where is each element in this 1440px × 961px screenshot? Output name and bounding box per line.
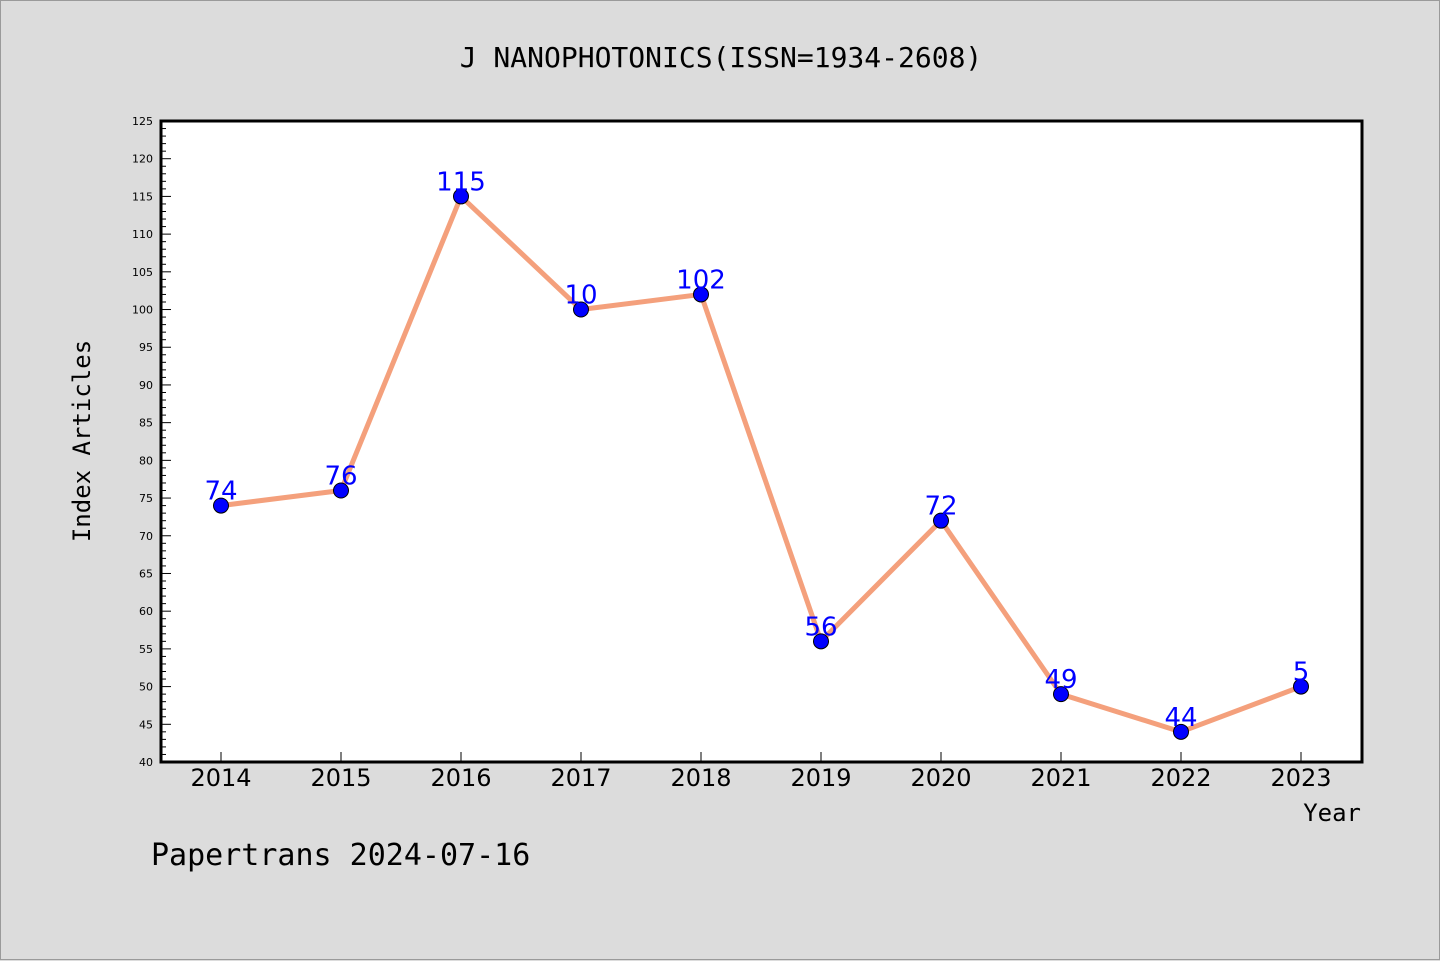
y-tick-label: 90 xyxy=(139,379,153,392)
footer-text: Papertrans 2024-07-16 xyxy=(151,838,530,873)
data-point xyxy=(1173,723,1189,740)
y-tick-label: 125 xyxy=(132,115,153,128)
y-tick-label: 70 xyxy=(139,530,153,543)
series-line-group xyxy=(220,193,1302,735)
y-tick-label: 85 xyxy=(139,417,153,430)
data-label: 56 xyxy=(804,612,837,642)
y-tick-label: 95 xyxy=(139,341,153,354)
data-label: 102 xyxy=(676,265,726,295)
data-point xyxy=(213,497,229,514)
data-point xyxy=(1293,678,1309,695)
x-tick-label: 2018 xyxy=(670,764,731,792)
x-tick-label: 2014 xyxy=(190,764,251,792)
x-tick-label: 2019 xyxy=(790,764,851,792)
y-tick-label: 45 xyxy=(139,718,153,731)
data-label: 72 xyxy=(924,492,957,522)
data-point xyxy=(1053,686,1069,703)
data-label: 10 xyxy=(564,281,597,311)
data-label: 5 xyxy=(1293,658,1310,688)
data-label: 44 xyxy=(1164,703,1197,733)
y-tick-label: 105 xyxy=(132,266,153,279)
y-tick-label: 55 xyxy=(139,643,153,656)
x-axis: 2014 2015 2016 2017 2018 2019 2020 2021 2022 2023 xyxy=(190,752,1332,792)
y-tick-label: 60 xyxy=(139,605,153,618)
y-axis: 40 45 50 55 60 65 70 75 80 85 90 95 100 105 110 115 120 1… xyxy=(132,115,171,769)
plot-area xyxy=(159,119,1364,764)
y-axis-title: Index Articles xyxy=(68,340,96,542)
x-tick-label: 2021 xyxy=(1030,764,1091,792)
data-label: 115 xyxy=(436,167,486,197)
y-tick-label: 80 xyxy=(139,454,153,467)
y-tick-label: 110 xyxy=(132,228,153,241)
x-tick-label: 2015 xyxy=(310,764,371,792)
y-tick-label: 65 xyxy=(139,567,153,580)
x-tick-label: 2020 xyxy=(910,764,971,792)
data-point xyxy=(333,482,349,499)
chart-title: J NANOPHOTONICS(ISSN=1934-2608) xyxy=(460,41,983,74)
data-label: 74 xyxy=(204,477,237,507)
x-axis-title: Year xyxy=(1303,799,1361,827)
y-tick-label: 120 xyxy=(132,153,153,166)
x-tick-label: 2023 xyxy=(1270,764,1331,792)
data-label: 49 xyxy=(1044,665,1077,695)
data-point xyxy=(573,301,589,318)
x-tick-label: 2017 xyxy=(550,764,611,792)
y-tick-label: 100 xyxy=(132,304,153,317)
y-tick-label: 40 xyxy=(139,756,153,769)
data-point xyxy=(693,286,709,303)
y-tick-label: 50 xyxy=(139,681,153,694)
y-tick-label: 75 xyxy=(139,492,153,505)
data-point xyxy=(813,633,829,650)
x-tick-label: 2016 xyxy=(430,764,491,792)
data-label: 76 xyxy=(324,462,357,492)
data-point xyxy=(453,188,469,205)
data-point xyxy=(933,512,949,529)
y-tick-label: 115 xyxy=(132,190,153,203)
x-tick-label: 2022 xyxy=(1150,764,1211,792)
marker-group xyxy=(213,188,1309,740)
series-line xyxy=(220,193,1302,735)
data-label-group: 74 76 115 10 102 56 72 49 44 5 xyxy=(204,167,1309,732)
